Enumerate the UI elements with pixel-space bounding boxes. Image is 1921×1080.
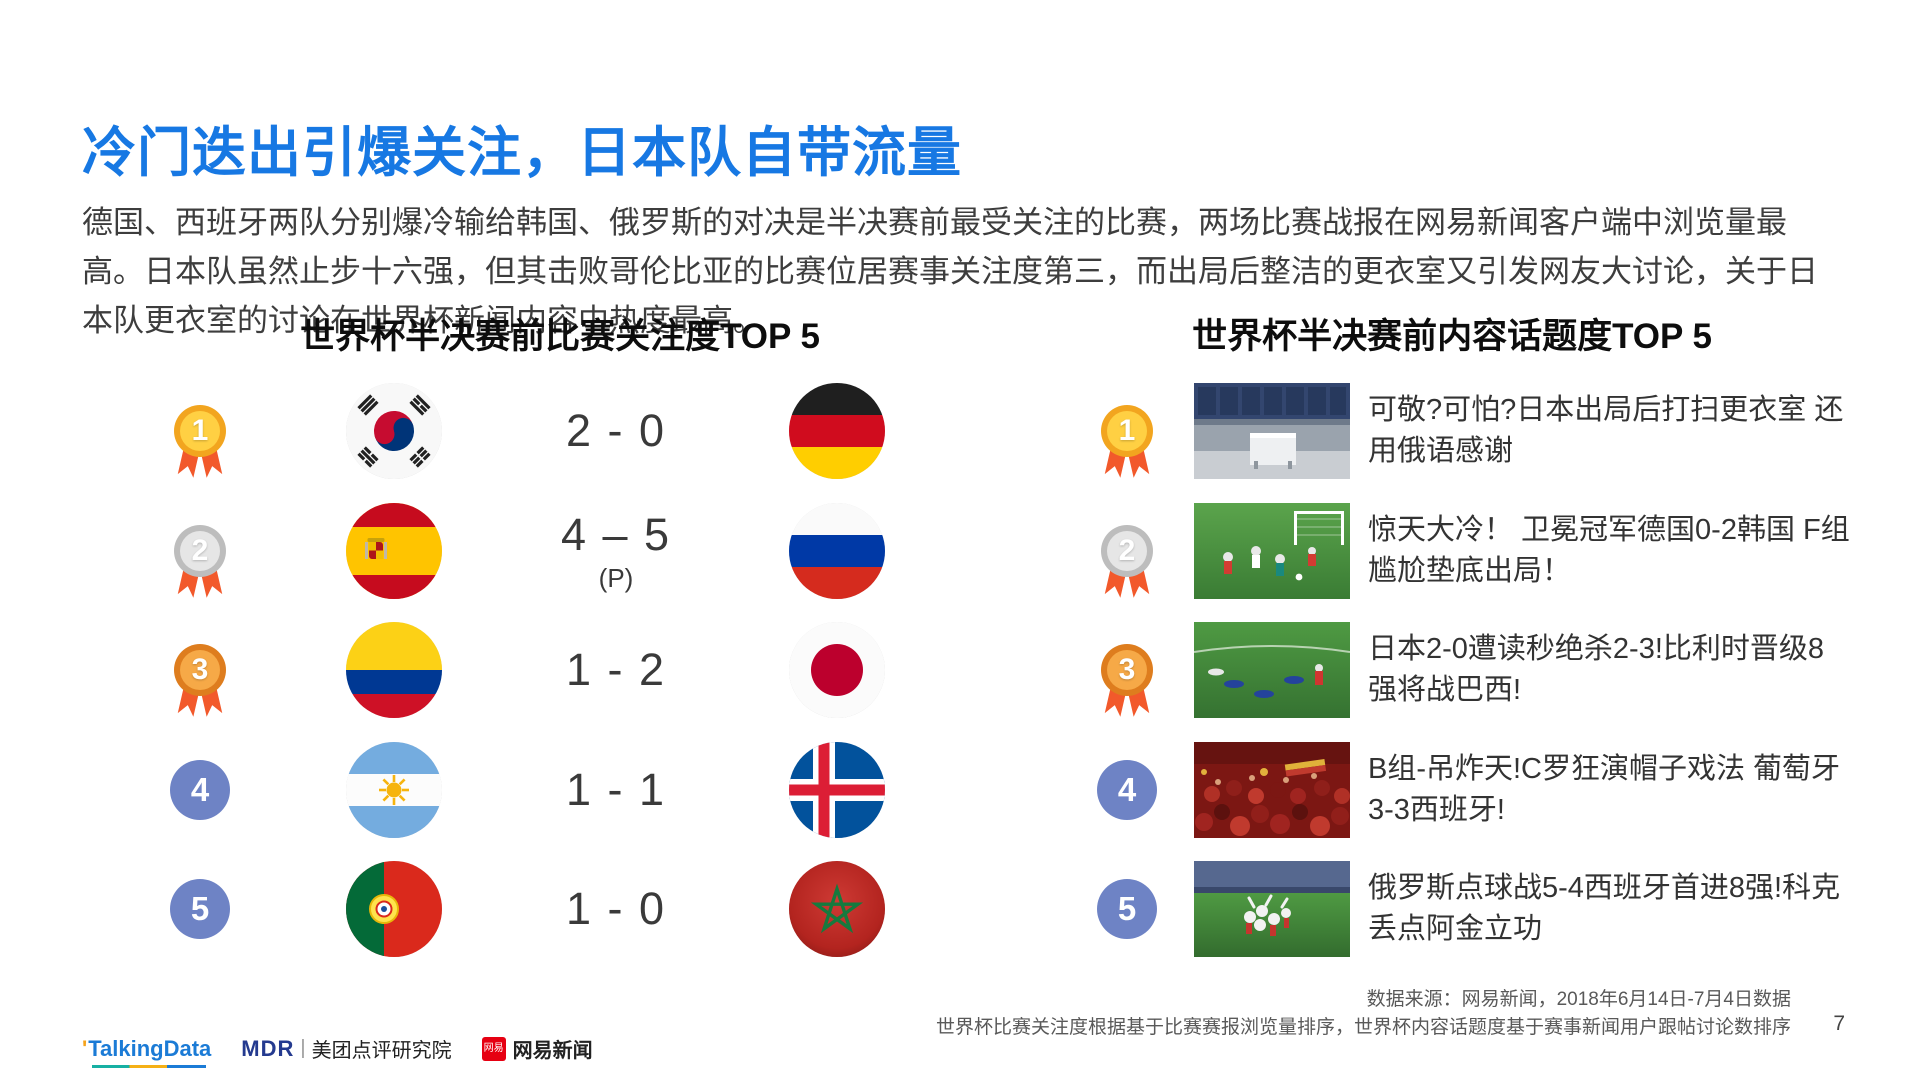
match-rank-3-number: 3 (191, 653, 209, 686)
match-score-3: 1 - 2 (565, 644, 667, 695)
morocco-flag-icon (789, 861, 885, 957)
japan-belgium-match-thumbnail (1194, 622, 1350, 718)
match-score-1: 2 - 0 (565, 405, 667, 456)
data-source-note: 数据来源：网易新闻，2018年6月14日-7月4日数据 世界杯比赛关注度根据基于… (936, 986, 1791, 1041)
japan-flag-icon (789, 622, 885, 718)
japan-locker-room-thumbnail (1194, 383, 1350, 479)
match-ranking-title: 世界杯半决赛前比赛关注度TOP 5 (300, 317, 820, 356)
germany-korea-match-thumbnail (1194, 503, 1350, 599)
data-source-line-2: 世界杯比赛关注度根据基于比赛赛报浏览量排序，世界杯内容话题度基于赛事新闻用户跟帖… (935, 1016, 1791, 1038)
topic-ranking-title: 世界杯半决赛前内容话题度TOP 5 (1192, 317, 1712, 356)
south-korea-flag-icon (346, 383, 442, 479)
data-source-line-1: 数据来源：网易新闻，2018年6月14日-7月4日数据 (1366, 989, 1791, 1010)
penalty-note: (P) (598, 562, 634, 593)
topic-rank-2-number: 2 (1118, 534, 1136, 567)
topic-headline-3: 日本2-0遭读秒绝杀2-3!比利时晋级8强将战巴西! (1368, 633, 1825, 706)
talkingdata-underline (92, 1064, 206, 1068)
topic-headline-4: B组-吊炸天!C罗狂演帽子戏法 葡萄牙3-3西班牙! (1368, 753, 1841, 826)
match-rank-3-bronze-medal-icon: 3 (168, 640, 232, 728)
topic-headline-5: 俄罗斯点球战5-4西班牙首进8强!科克丢点阿金立功 (1368, 872, 1841, 945)
topic-headline-1: 可敬?可怕?日本出局后打扫更衣室 还用俄语感谢 (1368, 394, 1844, 467)
match-rank-1-number: 1 (191, 414, 209, 447)
russia-celebration-thumbnail (1194, 861, 1350, 957)
argentina-flag-icon (346, 742, 442, 838)
ranking-row-2: 2 4 – 5 (P) 2 惊天大冷！ 卫冕冠军德国0-2韩国 F组尴尬垫底出局… (0, 491, 1921, 611)
germany-flag-icon (789, 383, 885, 479)
topic-rank-1-gold-medal-icon: 1 (1095, 401, 1159, 489)
topic-rank-4-badge: 4 (1095, 760, 1159, 820)
topic-headline-2: 惊天大冷！ 卫冕冠军德国0-2韩国 F组尴尬垫底出局！ (1368, 514, 1850, 587)
netease-badge-icon: 网易 (481, 1036, 506, 1061)
portugal-flag-icon (346, 861, 442, 957)
talkingdata-logo: 'TalkingData (82, 1035, 211, 1068)
ranking-row-5: 5 1 - 0 5 俄罗斯点球战5-4西班牙首进8强!科克丢点阿金立功 (0, 849, 1921, 969)
match-rank-2-number: 2 (191, 534, 209, 567)
spain-flag-icon (346, 503, 442, 599)
match-rank-4-badge: 4 (168, 760, 232, 820)
netease-news-logo: 网易 网易新闻 (481, 1034, 593, 1063)
iceland-flag-icon (789, 742, 885, 838)
ranking-row-1: 1 2 - 0 1 可敬?可怕?日本出局后打扫更衣室 还用俄语感谢 (0, 371, 1921, 491)
talkingdata-quote-mark: ' (82, 1035, 88, 1061)
slide-body-text: 德国、西班牙两队分别爆冷输给韩国、俄罗斯的对决是半决赛前最受关注的比赛，两场比赛… (82, 205, 1818, 338)
match-rank-2-silver-medal-icon: 2 (168, 521, 232, 609)
topic-rank-3-number: 3 (1118, 653, 1136, 686)
match-score-4: 1 - 1 (565, 764, 667, 815)
logo-divider: | (300, 1037, 306, 1059)
topic-rank-5-badge: 5 (1095, 879, 1159, 939)
colombia-flag-icon (346, 622, 442, 718)
portugal-spain-fans-thumbnail (1194, 742, 1350, 838)
match-score-2: 4 – 5 (P) (560, 508, 672, 593)
topic-rank-3-bronze-medal-icon: 3 (1095, 640, 1159, 728)
topic-rank-2-silver-medal-icon: 2 (1095, 521, 1159, 609)
footer-logos: 'TalkingData MDR | 美团点评研究院 网易 网易新闻 (82, 1034, 593, 1068)
page-number: 7 (1833, 1012, 1845, 1035)
match-score-5: 1 - 0 (565, 883, 667, 934)
match-rank-1-gold-medal-icon: 1 (168, 401, 232, 489)
ranking-row-3: 3 1 - 2 3 日本2-0遭读秒绝杀2-3!比利时晋级8强将战巴西! (0, 610, 1921, 730)
russia-flag-icon (789, 503, 885, 599)
meituan-dianping-research-logo: MDR | 美团点评研究院 (241, 1035, 452, 1063)
page-title: 冷门迭出引爆关注，日本队自带流量 (82, 123, 962, 184)
topic-rank-1-number: 1 (1118, 414, 1136, 447)
ranking-row-4: 4 1 - 1 4 B组-吊炸天!C罗狂演帽子戏法 葡萄牙3-3西班牙! (0, 730, 1921, 850)
match-rank-5-badge: 5 (168, 879, 232, 939)
